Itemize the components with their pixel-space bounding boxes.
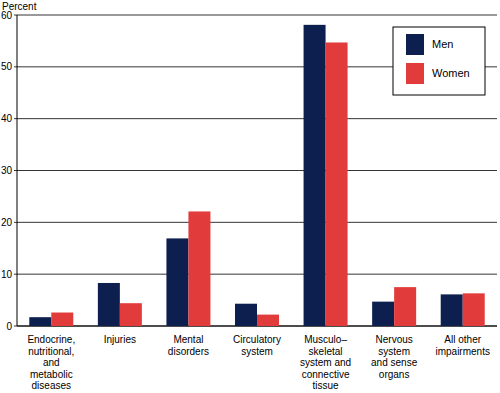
bar <box>166 238 188 326</box>
x-tick-label: Circulatorysystem <box>233 334 281 357</box>
x-tick-label: All otherimpairments <box>435 334 489 357</box>
y-tick-label: 60 <box>1 10 13 21</box>
bar <box>394 287 416 326</box>
bar <box>29 317 51 326</box>
legend-swatch <box>406 34 424 55</box>
y-axis-line <box>17 15 18 326</box>
chart: Percent0102030405060Endocrine,nutritiona… <box>0 0 500 393</box>
bar <box>98 283 120 326</box>
legend-box <box>393 27 485 95</box>
x-tick-label: Mentaldisorders <box>168 334 209 357</box>
y-tick-label: 40 <box>1 113 13 124</box>
bar <box>372 302 394 326</box>
grid-line <box>17 274 497 275</box>
bar <box>120 303 142 326</box>
legend-swatch <box>406 63 424 84</box>
bars <box>29 25 484 326</box>
legend-label: Women <box>432 67 470 79</box>
grid-line <box>17 170 497 171</box>
bar <box>463 293 485 326</box>
bar <box>235 304 257 326</box>
legend-label: Men <box>432 38 453 50</box>
x-tick-label: Injuries <box>104 334 136 345</box>
bar <box>326 42 348 326</box>
y-tick-label: 50 <box>1 61 13 72</box>
bar <box>304 25 326 326</box>
y-tick-label: 30 <box>1 165 13 176</box>
y-tick-label: 10 <box>1 269 13 280</box>
grid-line <box>17 118 497 119</box>
bar <box>257 315 279 326</box>
x-tick-label: Musculo–skeletalsystem andconnectivetiss… <box>300 334 351 391</box>
bar <box>188 211 210 326</box>
legend: Men Women <box>393 27 485 95</box>
grid-line <box>17 15 497 16</box>
y-tick-label: 0 <box>6 321 12 332</box>
grid-line <box>17 222 497 223</box>
y-tick-label: 20 <box>1 217 13 228</box>
x-tick-label: Endocrine,nutritional,andmetabolicdiseas… <box>27 334 75 391</box>
x-tick-label: Nervoussystemand senseorgans <box>371 334 418 380</box>
bar <box>51 313 73 326</box>
bar <box>441 294 463 326</box>
